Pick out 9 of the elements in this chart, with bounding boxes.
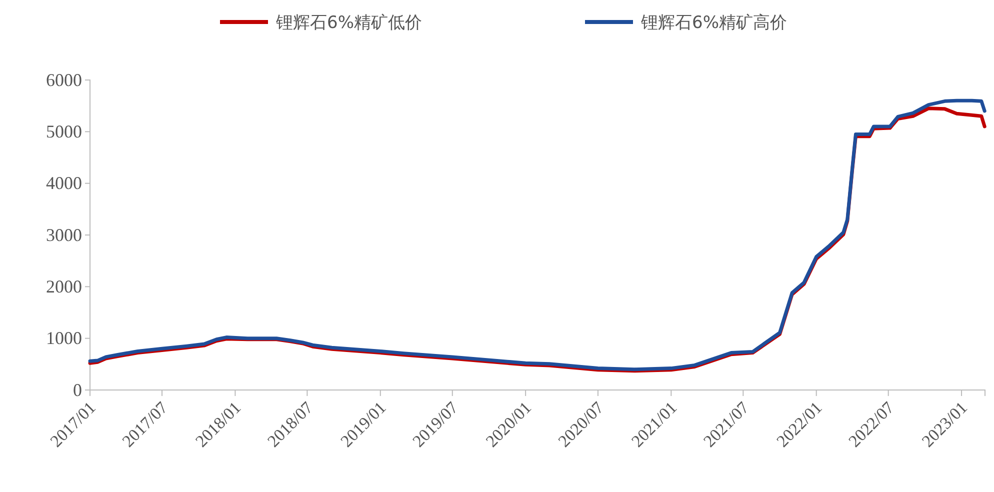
y-tick-label: 5000 [46, 121, 82, 142]
y-tick-label: 4000 [46, 173, 82, 194]
y-tick-label: 2000 [46, 276, 82, 296]
y-tick-label: 6000 [46, 70, 82, 90]
y-tick-label: 3000 [46, 224, 82, 245]
y-tick-label: 0 [73, 380, 82, 400]
y-tick-label: 1000 [46, 328, 82, 348]
legend-label: 锂辉石6%精矿高价 [640, 13, 787, 33]
legend-label: 锂辉石6%精矿低价 [275, 13, 422, 33]
